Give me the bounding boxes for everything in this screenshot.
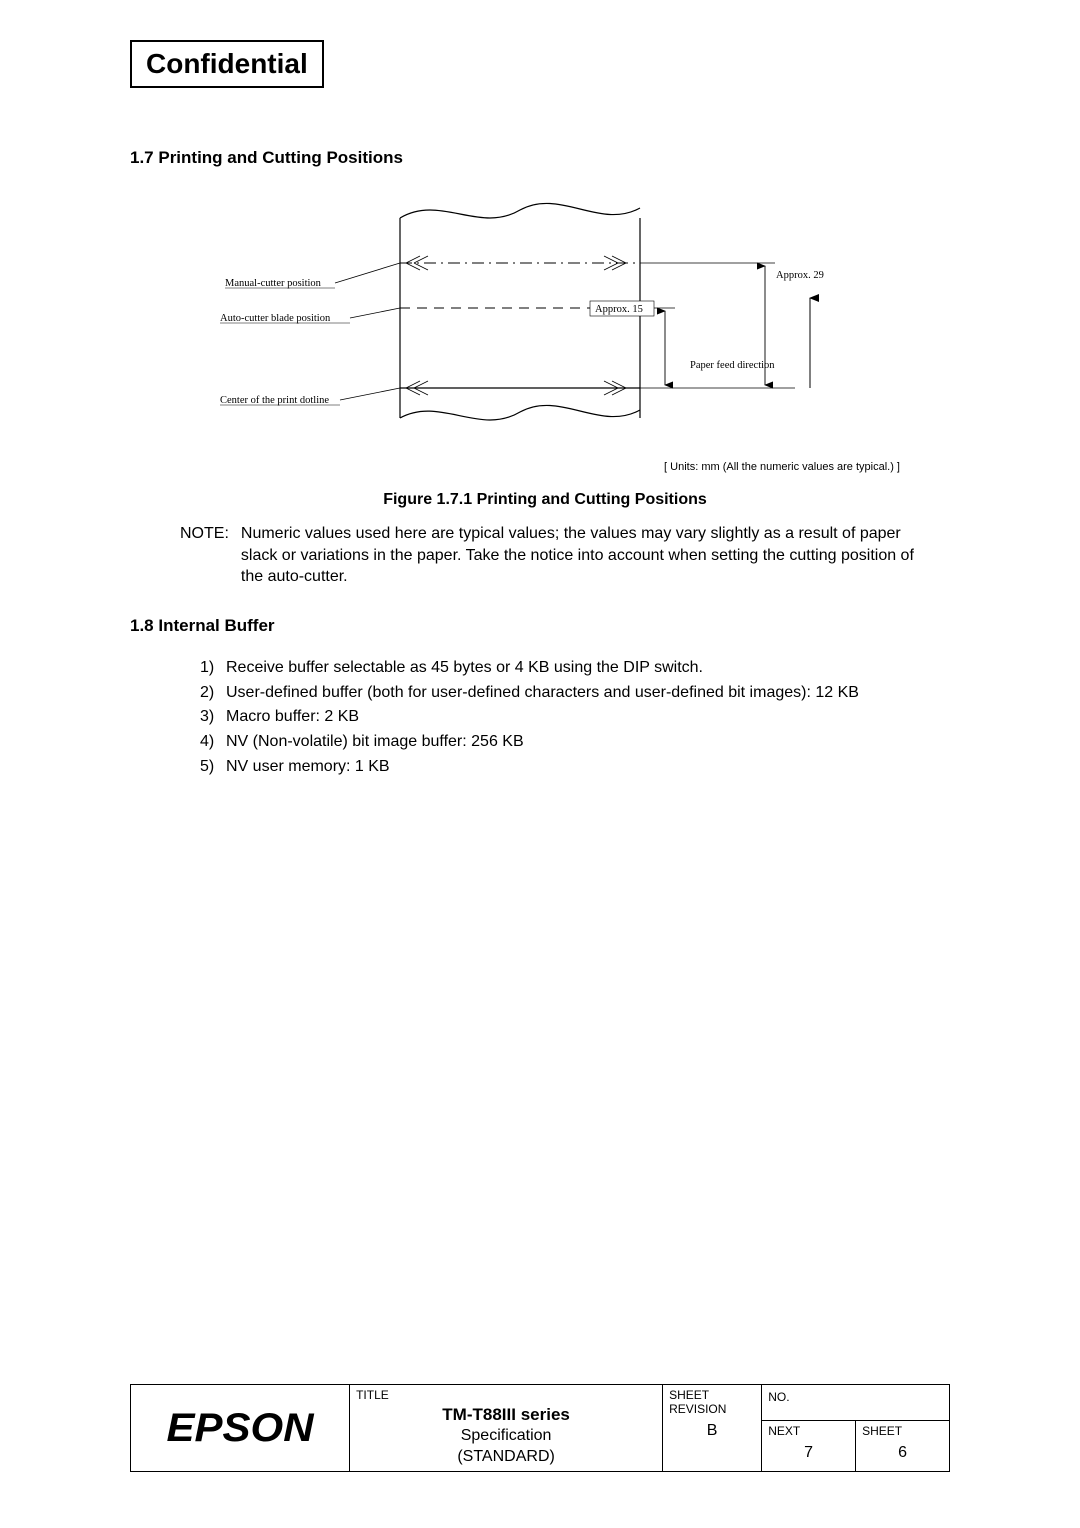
- section-18-heading: 1.8 Internal Buffer: [130, 616, 960, 636]
- label-title: TITLE: [356, 1388, 389, 1402]
- list-item: 2) User-defined buffer (both for user-de…: [200, 681, 960, 706]
- list-item: 5) NV user memory: 1 KB: [200, 755, 960, 780]
- sheet-revision-cell: SHEETREVISION B: [663, 1385, 762, 1472]
- svg-text:Paper feed direction: Paper feed direction: [690, 360, 775, 371]
- figure-caption: Figure 1.7.1 Printing and Cutting Positi…: [130, 491, 960, 509]
- item-text: NV user memory: 1 KB: [226, 755, 390, 780]
- product-name: TM-T88III series: [356, 1404, 656, 1426]
- label-sheet-revision: SHEETREVISION: [669, 1388, 755, 1416]
- item-text: Macro buffer: 2 KB: [226, 705, 359, 730]
- item-number: 4): [200, 730, 226, 755]
- list-item: 1) Receive buffer selectable as 45 bytes…: [200, 656, 960, 681]
- item-number: 2): [200, 681, 226, 706]
- cutting-positions-diagram: Manual-cutter position Auto-cutter blade…: [130, 188, 960, 453]
- item-number: 5): [200, 755, 226, 780]
- item-text: NV (Non-volatile) bit image buffer: 256 …: [226, 730, 524, 755]
- item-number: 1): [200, 656, 226, 681]
- units-note: [ Units: mm (All the numeric values are …: [130, 461, 900, 473]
- item-text: Receive buffer selectable as 45 bytes or…: [226, 656, 703, 681]
- epson-logo: EPSON: [167, 1406, 314, 1451]
- label-next: NEXT: [768, 1424, 849, 1438]
- label-sheet: SHEET: [862, 1424, 943, 1438]
- note-label: NOTE:: [180, 523, 241, 588]
- item-text: User-defined buffer (both for user-defin…: [226, 681, 859, 706]
- no-cell: NO.: [762, 1385, 950, 1421]
- svg-text:Approx. 15: Approx. 15: [595, 304, 643, 315]
- next-cell: NEXT 7: [762, 1421, 856, 1472]
- svg-text:Auto-cutter blade position: Auto-cutter blade position: [220, 313, 331, 324]
- svg-text:Center of the print dotline: Center of the print dotline: [220, 395, 329, 406]
- section-17-heading: 1.7 Printing and Cutting Positions: [130, 148, 960, 168]
- spec-text: Specification: [356, 1426, 656, 1447]
- sheet-value: 6: [862, 1438, 943, 1462]
- sheet-cell: SHEET 6: [856, 1421, 950, 1472]
- note-text: Numeric values used here are typical val…: [241, 523, 930, 588]
- confidential-label: Confidential: [130, 40, 324, 88]
- next-value: 7: [768, 1438, 849, 1462]
- item-number: 3): [200, 705, 226, 730]
- revision-value: B: [669, 1416, 755, 1440]
- list-item: 3) Macro buffer: 2 KB: [200, 705, 960, 730]
- label-no: NO.: [768, 1390, 789, 1404]
- title-cell: TITLE TM-T88III series Specification (ST…: [350, 1385, 663, 1472]
- standard-text: (STANDARD): [356, 1447, 656, 1468]
- svg-text:Manual-cutter position: Manual-cutter position: [225, 278, 322, 289]
- logo-cell: EPSON: [131, 1385, 350, 1472]
- svg-text:Approx. 29: Approx. 29: [776, 270, 824, 281]
- note-row: NOTE: Numeric values used here are typic…: [180, 523, 930, 588]
- list-item: 4) NV (Non-volatile) bit image buffer: 2…: [200, 730, 960, 755]
- buffer-list: 1) Receive buffer selectable as 45 bytes…: [200, 656, 960, 780]
- title-block: EPSON TITLE TM-T88III series Specificati…: [130, 1384, 950, 1472]
